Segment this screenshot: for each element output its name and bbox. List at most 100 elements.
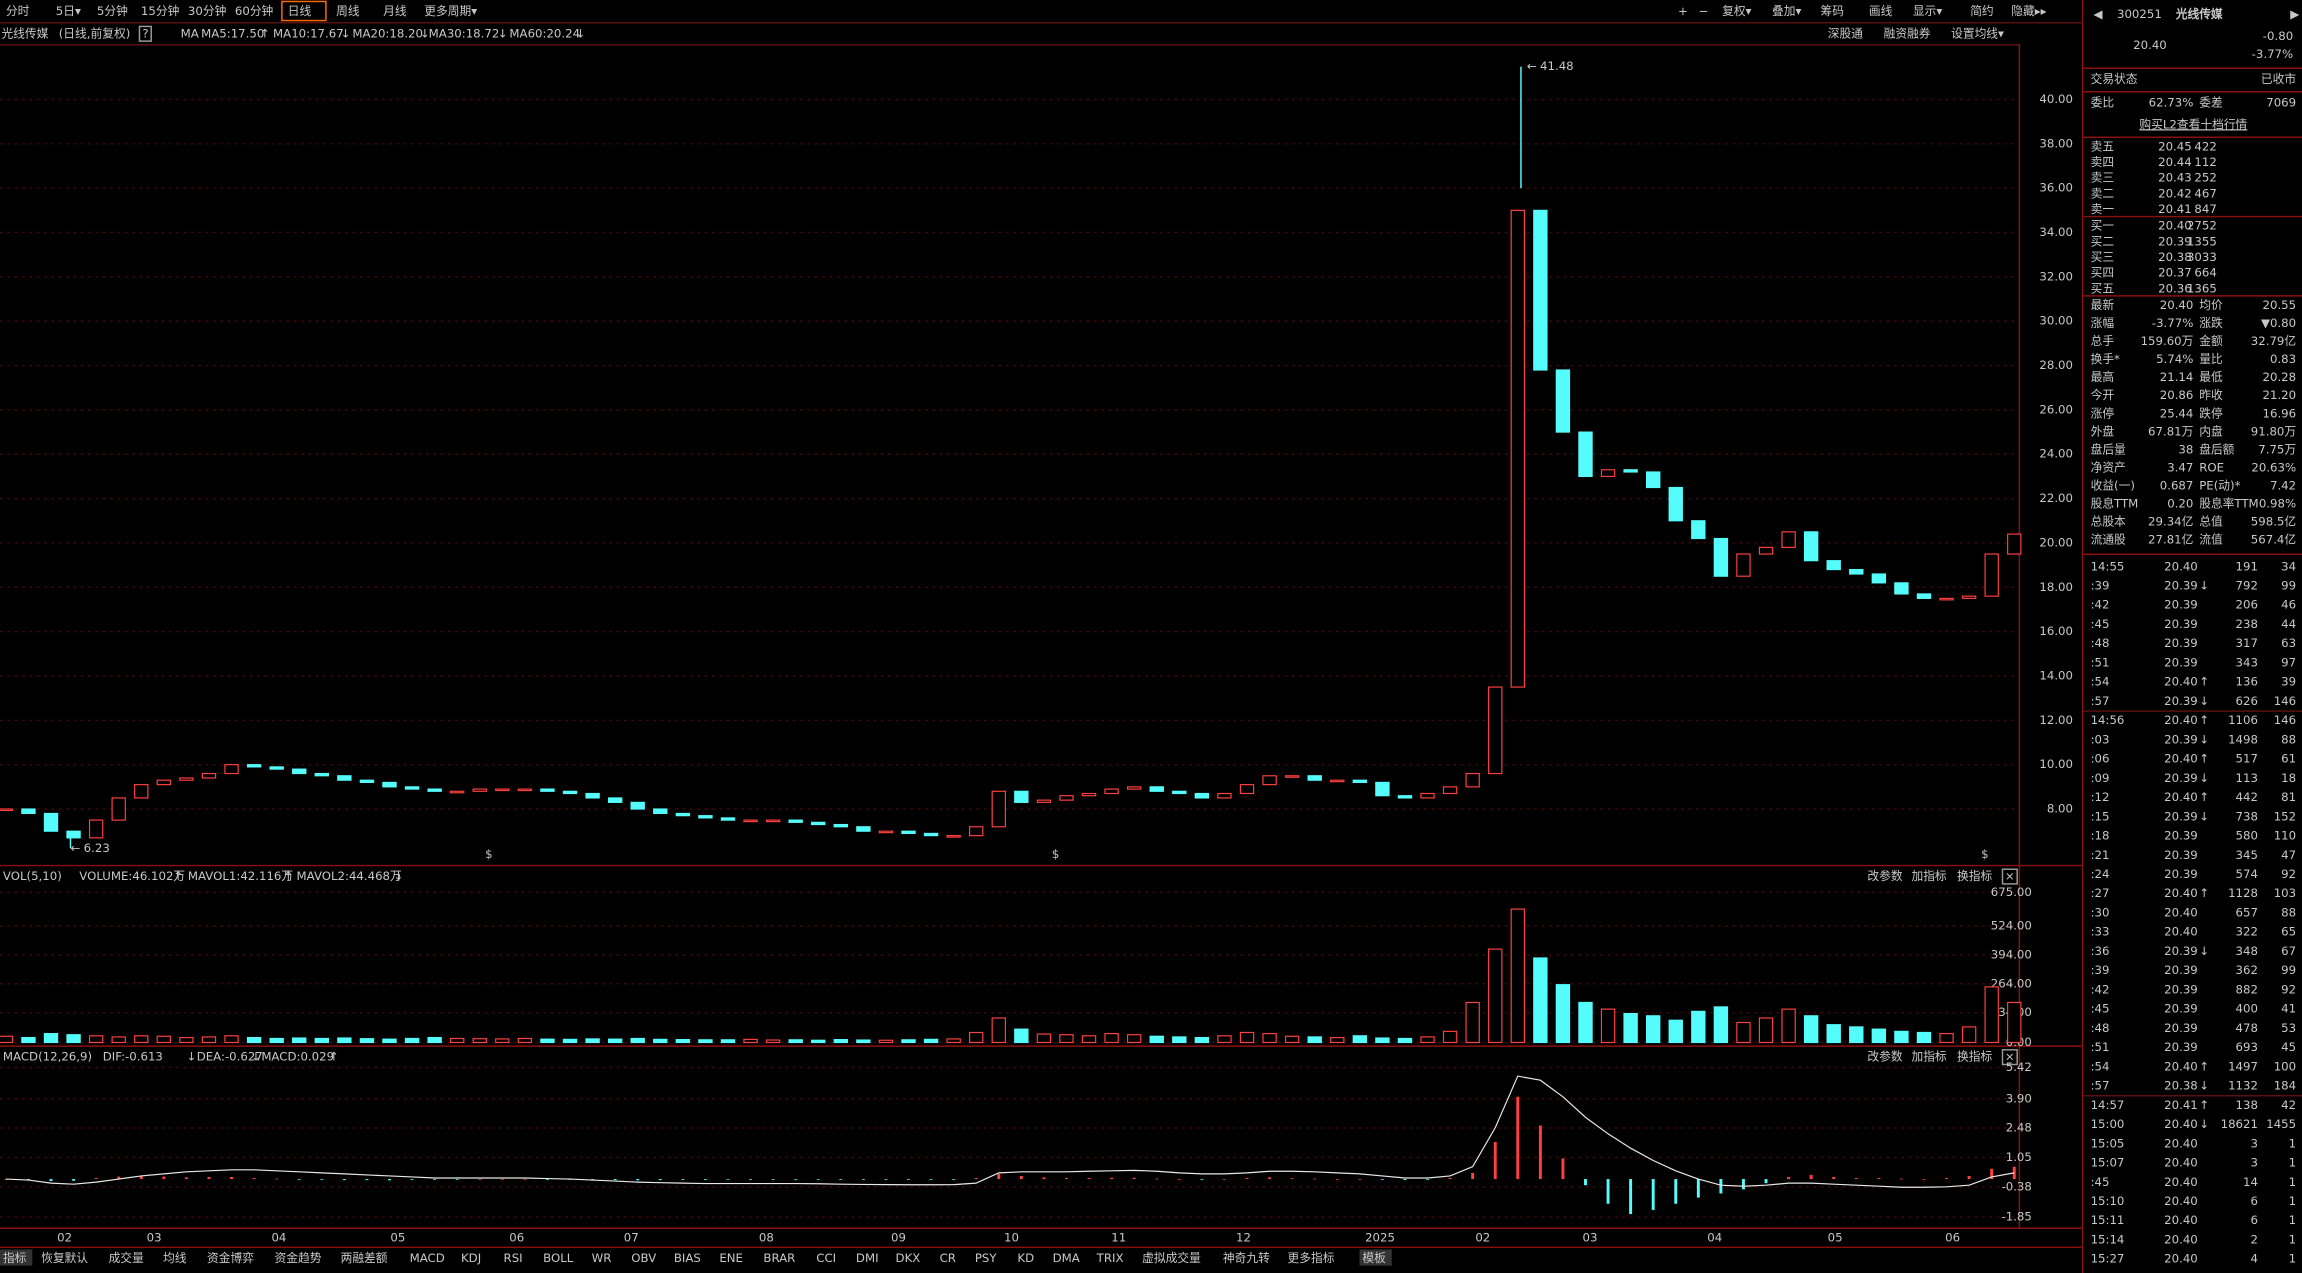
candle [292,768,307,775]
indicator-tab[interactable]: 模板 [1362,1251,1386,1265]
indicator-tab[interactable]: CR [940,1251,956,1265]
indicator-tab[interactable]: TRIX [1096,1251,1124,1265]
indicator-tab[interactable]: 指标 [3,1251,27,1265]
tool-button[interactable]: 叠加▾ [1772,4,1801,18]
indicator-tab[interactable]: BRAR [763,1251,795,1265]
tick-time: 15:00 [2091,1117,2125,1131]
volume-bar [1849,1026,1864,1044]
candle [991,790,1006,828]
stat-value: 0.83 [2270,352,2296,366]
tool-button[interactable]: 复权▾ [1722,4,1751,18]
period-button[interactable]: 日线 [288,4,312,18]
tool-button[interactable]: − [1699,4,1709,18]
event-mark: $ [1981,847,1988,861]
indicator-tab[interactable]: KDJ [461,1251,481,1265]
indicator-tab[interactable]: DKX [896,1251,921,1265]
panel-button[interactable]: 加指标 [1911,1050,1946,1064]
x-tick-label: 06 [509,1230,524,1244]
panel-button[interactable]: 改参数 [1867,1050,1902,1064]
stock-bar-button[interactable]: 设置均线▾ [1951,26,2004,40]
period-button[interactable]: 月线 [383,4,407,18]
period-button[interactable]: 分时 [6,4,30,18]
indicator-tab[interactable]: 虚拟成交量 [1142,1251,1201,1265]
period-button[interactable]: 5日▾ [56,4,81,18]
macd-bar [1990,1168,1994,1180]
indicator-tab[interactable]: ENE [719,1251,743,1265]
period-button[interactable]: 5分钟 [97,4,128,18]
indicator-tab[interactable]: CCI [816,1251,836,1265]
tool-button[interactable]: 显示▾ [1913,4,1942,18]
period-button[interactable]: 更多周期▾ [424,4,477,18]
candle [833,823,849,828]
volume-bar [698,1039,713,1044]
tool-button[interactable]: + [1678,4,1688,18]
period-button[interactable]: 15分钟 [141,4,179,18]
volume-bar [292,1037,307,1044]
panel-button[interactable]: 加指标 [1911,869,1946,883]
indicator-tab[interactable]: BOLL [543,1251,574,1265]
candle [179,777,194,781]
tick-price: 20.40 [2164,790,2198,804]
volume-bar [1149,1035,1164,1044]
volume-bar [2007,1001,2022,1044]
x-tick-label: 02 [57,1230,72,1244]
indicator-tab[interactable]: DMA [1053,1251,1080,1265]
period-button[interactable]: 30分钟 [188,4,226,18]
next-stock[interactable]: ▶ [2290,7,2299,21]
tool-button[interactable]: 隐藏▸▸ [2011,4,2046,18]
stat-value: -3.77% [2152,316,2194,330]
prev-stock[interactable]: ◀ [2094,7,2103,21]
tick-price: 20.39 [2164,982,2198,996]
book-volume: 467 [2194,186,2216,200]
help-button[interactable]: ? [142,26,148,40]
close-button[interactable]: × [2005,1050,2015,1064]
tool-button[interactable]: 简约 [1970,4,1993,18]
indicator-tab[interactable]: 两融差额 [341,1251,388,1265]
indicator-tab[interactable]: PSY [975,1251,998,1265]
tick-price: 20.39 [2164,829,2198,843]
candle [1623,469,1638,473]
tick-volume: 574 [2236,867,2258,881]
indicator-tab[interactable]: 资金趋势 [275,1251,322,1265]
panel-button[interactable]: 改参数 [1867,869,1902,883]
indicator-tab[interactable]: MACD [410,1251,445,1265]
indicator-tab[interactable]: 均线 [163,1251,187,1265]
close-button[interactable]: × [2005,869,2015,883]
candle [1330,779,1345,783]
volume-bar [946,1038,961,1044]
indicator-tab[interactable]: KD [1017,1251,1034,1265]
x-tick-label: 12 [1236,1230,1251,1244]
period-button[interactable]: 60分钟 [235,4,273,18]
indicator-tab[interactable]: OBV [631,1251,656,1265]
indicator-tab[interactable]: 资金博弈 [207,1251,254,1265]
indicator-tab[interactable]: DMI [856,1251,879,1265]
tick-price: 20.39 [2164,944,2198,958]
panel-button[interactable]: 换指标 [1957,1050,1992,1064]
stat-label: 涨停 [2091,406,2115,420]
indicator-tab[interactable]: 更多指标 [1288,1251,1335,1265]
tick-arrow: ↓ [2199,1079,2209,1093]
stat-value: 7.42 [2270,479,2296,493]
stat-label: 流值 [2199,533,2223,547]
tool-button[interactable]: 筹码 [1820,4,1844,18]
tool-button[interactable]: 画线 [1869,4,1893,18]
panel-button[interactable]: 换指标 [1957,869,1992,883]
period-button[interactable]: 周线 [336,4,360,18]
ma-arrow: ↓ [341,26,351,40]
tick-time: :45 [2091,617,2110,631]
indicator-tab[interactable]: 成交量 [109,1251,144,1265]
l2-link[interactable]: 购买L2查看十档行情 [2139,117,2247,131]
legend-arrow: ↓ [186,1050,196,1064]
candle [134,784,149,799]
indicator-tab[interactable]: BIAS [674,1251,701,1265]
stock-bar-button[interactable]: 深股通 [1828,26,1863,40]
indicator-tab[interactable]: RSI [504,1251,523,1265]
tick-count: 44 [2281,617,2296,631]
indicator-tab[interactable]: WR [592,1251,612,1265]
macd-bar [1200,1179,1204,1180]
tick-volume: 478 [2236,1021,2258,1035]
stock-bar-button[interactable]: 融资融券 [1884,26,1931,40]
indicator-tab[interactable]: 恢复默认 [41,1251,88,1265]
indicator-tab[interactable]: 神奇九转 [1223,1251,1270,1265]
